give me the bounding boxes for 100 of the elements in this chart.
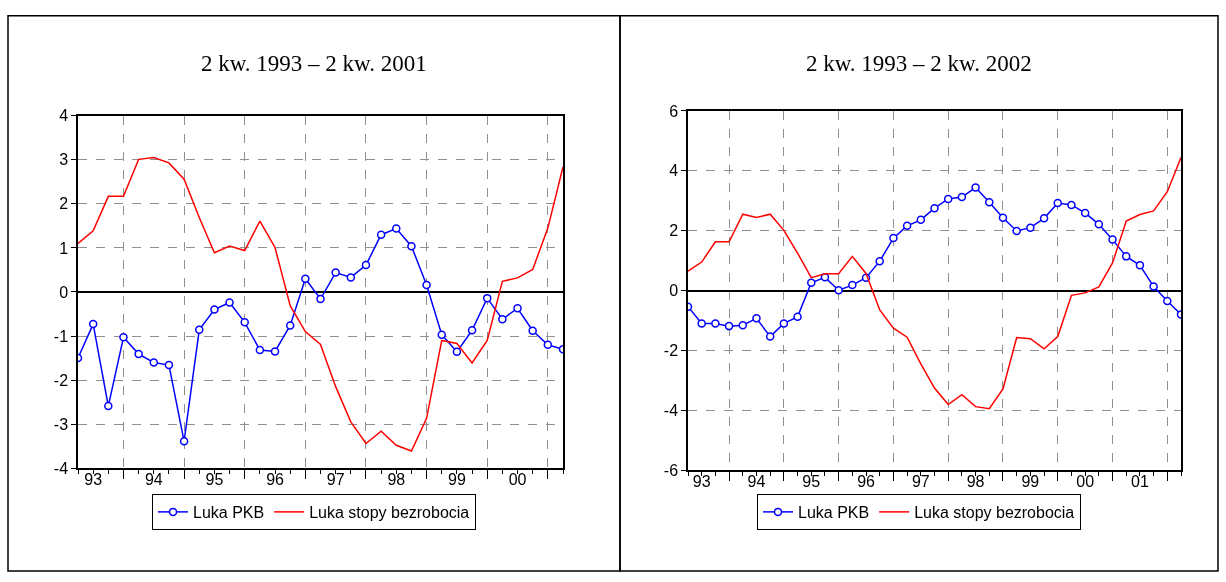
point [1039, 214, 1049, 223]
point [1053, 198, 1062, 208]
point [1108, 235, 1117, 244]
point [498, 315, 507, 324]
y-tick-label: -2 [53, 371, 69, 389]
point [225, 298, 234, 307]
chart-title: 2 kw. 1993 – 2 kw. 2001 [201, 51, 427, 76]
point [916, 215, 926, 225]
legend-label: Luka PKB [798, 504, 870, 522]
y-tick-label: 2 [59, 195, 69, 213]
point [752, 314, 761, 323]
y-tick-label: -3 [53, 415, 69, 433]
point [437, 330, 446, 339]
point [301, 274, 310, 283]
x-tick-label: 98 [387, 471, 406, 489]
point [697, 319, 706, 328]
point [346, 273, 356, 282]
point [738, 320, 748, 330]
point [943, 194, 953, 204]
x-tick-label: 94 [144, 471, 163, 489]
y-tick-label: 2 [669, 222, 679, 240]
point [889, 233, 898, 243]
x-tick-label: 00 [508, 471, 527, 489]
point [331, 268, 340, 277]
point [482, 293, 492, 303]
point [793, 312, 802, 322]
point [452, 347, 462, 357]
point [1012, 226, 1021, 236]
point [1163, 296, 1172, 306]
y-tick-label: -2 [663, 341, 679, 359]
legend-label: Luka stopy bezrobocia [309, 504, 470, 522]
point [875, 256, 884, 266]
y-tick-label: -4 [53, 459, 69, 477]
x-tick-label: 95 [205, 471, 224, 489]
chart-title: 2 kw. 1993 – 2 kw. 2002 [806, 51, 1032, 76]
point [1135, 261, 1145, 270]
y-tick-label: 0 [59, 283, 69, 301]
point [270, 347, 280, 356]
point [543, 340, 553, 350]
point [930, 203, 939, 213]
point [316, 294, 325, 304]
x-tick-label: 99 [448, 471, 466, 489]
point [971, 183, 980, 192]
point [392, 224, 401, 233]
point [711, 319, 720, 328]
point [985, 197, 994, 207]
legend-label: Luka PKB [193, 504, 265, 522]
y-tick-label: 3 [59, 151, 69, 169]
point [422, 280, 431, 290]
y-tick-label: -6 [663, 461, 679, 479]
point [1121, 252, 1131, 261]
point [1094, 220, 1104, 229]
y-tick-label: -1 [53, 327, 69, 345]
x-tick-label: 97 [326, 471, 345, 489]
x-tick-label: 93 [692, 473, 711, 491]
point [1026, 223, 1035, 232]
point [164, 360, 174, 370]
point [1080, 208, 1090, 218]
point [179, 437, 189, 446]
point [285, 321, 295, 330]
point [376, 230, 386, 239]
point [240, 318, 249, 327]
point [528, 326, 537, 335]
x-tick-label: 96 [857, 473, 876, 491]
point [779, 319, 789, 328]
x-tick-label: 01 [1131, 473, 1149, 491]
x-tick-label: 96 [266, 471, 285, 489]
y-tick-label: 1 [59, 239, 69, 257]
point [1067, 200, 1076, 210]
point [467, 326, 477, 335]
point [361, 260, 371, 270]
point [848, 280, 857, 290]
point [513, 304, 522, 313]
point [407, 241, 416, 251]
y-tick-label: -4 [663, 401, 679, 419]
legend-label: Luka stopy bezrobocia [914, 504, 1075, 522]
point [88, 319, 98, 329]
point [724, 321, 734, 331]
x-tick-label: 98 [966, 473, 985, 491]
point [104, 401, 113, 411]
y-tick-label: 6 [669, 102, 679, 120]
x-tick-label: 97 [911, 473, 930, 491]
point [834, 285, 843, 295]
point [998, 213, 1008, 223]
point [1149, 282, 1158, 291]
x-tick-label: 99 [1021, 473, 1040, 491]
x-tick-label: 95 [802, 473, 821, 491]
point [765, 332, 775, 341]
point [255, 345, 265, 355]
point [149, 358, 159, 367]
y-tick-label: 4 [59, 107, 69, 125]
point [957, 192, 967, 202]
point [807, 278, 816, 287]
y-tick-label: 4 [669, 162, 679, 180]
point [902, 221, 912, 231]
point [195, 325, 204, 335]
point [210, 305, 219, 314]
point [119, 333, 128, 342]
x-tick-label: 94 [747, 473, 766, 491]
x-tick-label: 93 [84, 471, 103, 489]
